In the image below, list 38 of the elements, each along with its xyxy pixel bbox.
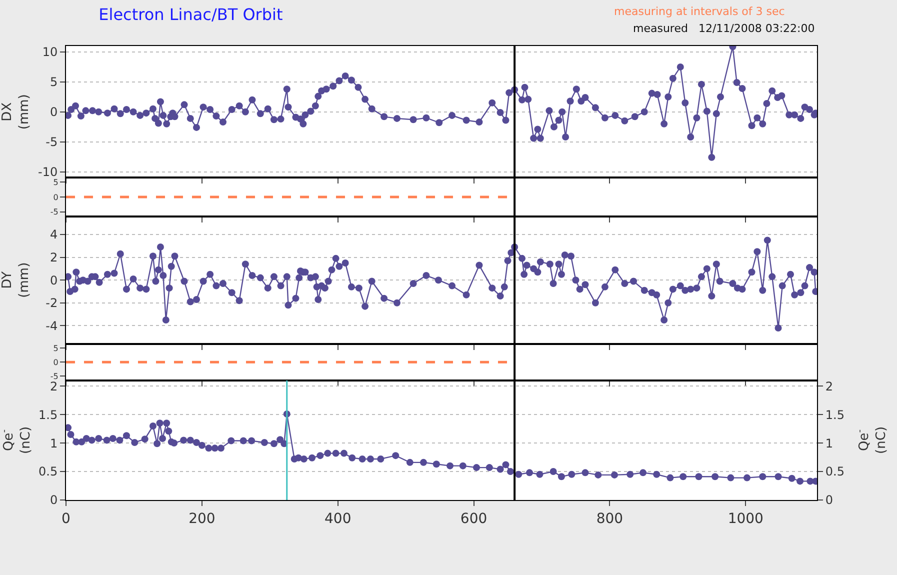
y-axis-title: DX (mm) bbox=[0, 94, 32, 130]
y2-axis-title: Qe$^{-}$ (nC) bbox=[856, 426, 889, 454]
y-tick-label: 2 bbox=[50, 379, 58, 394]
y-tick-label: 4 bbox=[50, 228, 58, 242]
chart-title: Electron Linac/BT Orbit bbox=[98, 4, 283, 24]
y2-tick-label: 1.5 bbox=[825, 408, 844, 422]
y-tick-label: 2 bbox=[50, 250, 58, 264]
y-tick-label: 5 bbox=[53, 178, 58, 187]
x-tick-label: 200 bbox=[188, 510, 216, 527]
text: measuring at intervals of 3 sec bbox=[614, 5, 785, 18]
y-tick-label: 5 bbox=[53, 344, 58, 353]
x-tick-label: 800 bbox=[596, 510, 624, 527]
x-tick-label: 400 bbox=[324, 510, 352, 527]
y-tick-label: 5 bbox=[50, 75, 58, 90]
y-tick-label: -5 bbox=[46, 135, 58, 150]
y-tick-label: -5 bbox=[50, 208, 58, 217]
y-tick-label: 0 bbox=[50, 273, 58, 288]
y-tick-label: 0 bbox=[50, 493, 58, 508]
y-axis-title: Qe$^{-}$ (nC) bbox=[0, 426, 34, 454]
y2-tick-label: 1 bbox=[825, 436, 834, 450]
y-tick-label: -2 bbox=[46, 296, 58, 310]
y-tick-label: 10 bbox=[42, 45, 58, 60]
y-tick-label: -4 bbox=[46, 318, 58, 333]
y-axis-title: DY (mm) bbox=[0, 262, 32, 298]
y2-tick-label: 2 bbox=[825, 379, 834, 394]
y-tick-label: 1.5 bbox=[38, 408, 58, 422]
y2-tick-label: 0 bbox=[825, 493, 834, 508]
y-tick-label: -5 bbox=[50, 372, 58, 382]
y-tick-label: 1 bbox=[50, 436, 58, 450]
x-tick-label: 600 bbox=[460, 510, 488, 527]
y-tick-label: -10 bbox=[38, 164, 58, 179]
y-tick-label: 0.5 bbox=[38, 464, 58, 479]
y-tick-label: 0 bbox=[53, 192, 58, 202]
y-tick-label: 0 bbox=[53, 358, 58, 367]
text: measured 12/11/2008 03:22:00 bbox=[633, 22, 815, 35]
x-tick-label: 1000 bbox=[728, 510, 764, 527]
y-tick-label: 0 bbox=[50, 105, 58, 120]
y2-tick-label: 0.5 bbox=[825, 464, 844, 479]
